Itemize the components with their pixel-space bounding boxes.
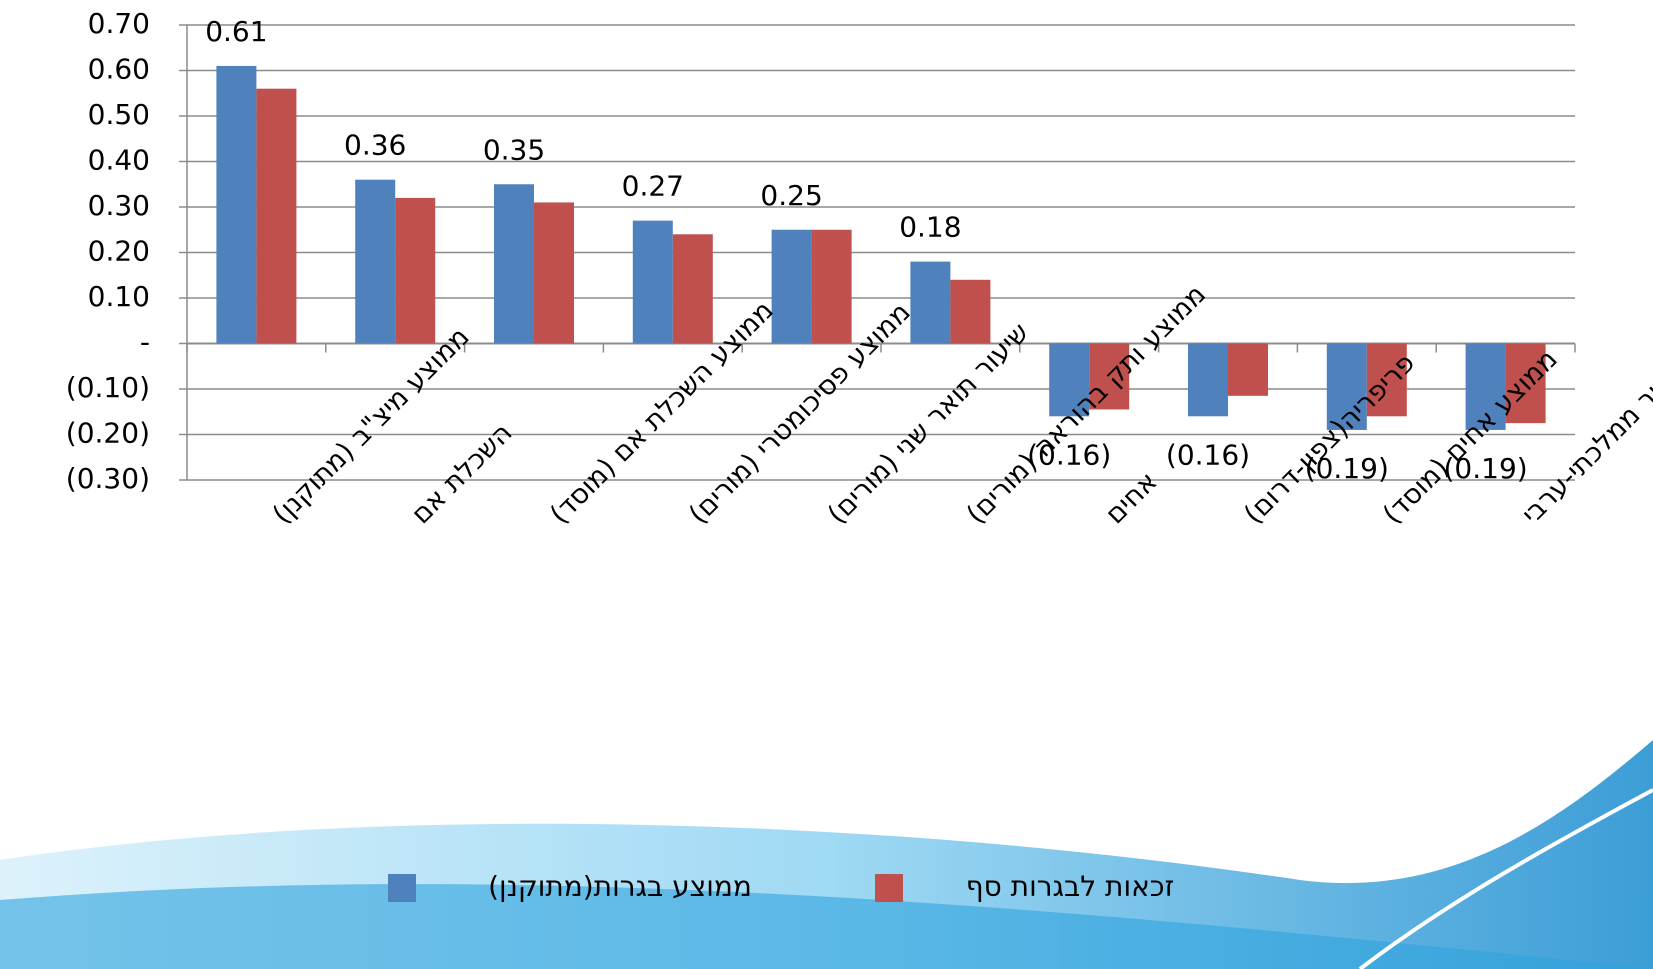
y-tick-label: (0.20) <box>66 417 150 450</box>
value-label: 0.25 <box>760 179 822 212</box>
value-label: 0.18 <box>899 211 961 244</box>
bar <box>216 66 256 344</box>
value-label: 0.61 <box>205 15 267 48</box>
legend-swatch <box>875 874 903 902</box>
y-tick-label: (0.10) <box>66 371 150 404</box>
bar <box>772 230 812 344</box>
y-tick-label: 0.40 <box>88 144 150 177</box>
bar <box>256 89 296 344</box>
value-label: 0.35 <box>483 133 545 166</box>
legend-label: ממוצע בגרות(מתוקנן) <box>488 870 752 903</box>
bar <box>633 221 673 344</box>
bar <box>812 230 852 344</box>
y-tick-label: 0.60 <box>88 53 150 86</box>
x-tick-label: אחים <box>1100 466 1164 530</box>
value-label: 0.36 <box>344 129 406 162</box>
y-tick-label: 0.10 <box>88 280 150 313</box>
value-label: (0.16) <box>1166 438 1250 471</box>
chart: 0.70 0.60 0.50 0.40 0.30 0.20 0.10 - (0.10) (0.20… <box>0 0 1653 969</box>
y-tick-label: 0.30 <box>88 189 150 222</box>
bar <box>355 180 395 344</box>
bar <box>1228 344 1268 396</box>
y-tick-label: 0.70 <box>88 7 150 40</box>
legend-swatch <box>388 874 416 902</box>
y-tick-label: - <box>140 326 150 359</box>
y-tick-label: (0.30) <box>66 462 150 495</box>
bar <box>673 234 713 343</box>
y-tick-label: 0.20 <box>88 235 150 268</box>
bar <box>910 262 950 344</box>
bar <box>494 184 534 343</box>
bar <box>1188 344 1228 417</box>
y-tick-label: 0.50 <box>88 98 150 131</box>
bar <box>534 202 574 343</box>
bar <box>395 198 435 344</box>
x-tick-label: ממוצע ותק בהוראה (מורים) <box>961 279 1212 530</box>
background-swoosh <box>0 740 1653 969</box>
value-label: 0.27 <box>622 170 684 203</box>
legend-label: זכאות לבגרות סף <box>966 870 1175 903</box>
bar <box>950 280 990 344</box>
